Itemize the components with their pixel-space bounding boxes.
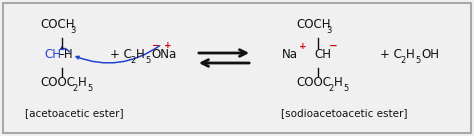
FancyArrowPatch shape: [61, 47, 69, 52]
Text: 5: 5: [87, 84, 92, 93]
Text: COOC: COOC: [40, 76, 75, 89]
Text: ONa: ONa: [151, 48, 176, 61]
Text: 5: 5: [343, 84, 348, 93]
Text: + C: + C: [110, 48, 132, 61]
FancyBboxPatch shape: [3, 3, 471, 133]
Text: H: H: [406, 48, 415, 61]
Text: H: H: [334, 76, 343, 89]
Text: [acetoacetic ester]: [acetoacetic ester]: [25, 108, 124, 118]
Text: 2: 2: [400, 56, 405, 65]
Text: COCH: COCH: [296, 18, 330, 31]
Text: 2: 2: [328, 84, 333, 93]
Text: 5: 5: [415, 56, 420, 65]
FancyArrowPatch shape: [76, 46, 160, 63]
Text: 3: 3: [70, 26, 75, 35]
Text: H: H: [78, 76, 87, 89]
Text: +: +: [299, 42, 307, 51]
Text: 2: 2: [130, 56, 135, 65]
Text: Na: Na: [282, 48, 298, 61]
Text: –H: –H: [58, 48, 73, 61]
Text: −: −: [151, 41, 158, 50]
Text: COOC: COOC: [296, 76, 331, 89]
Text: 3: 3: [326, 26, 331, 35]
Text: −: −: [329, 41, 338, 51]
Text: 5: 5: [145, 56, 150, 65]
Text: H: H: [136, 48, 145, 61]
Text: COCH: COCH: [40, 18, 74, 31]
Text: CH: CH: [44, 48, 61, 61]
Text: 2: 2: [72, 84, 77, 93]
Text: OH: OH: [421, 48, 439, 61]
Text: +: +: [164, 41, 172, 50]
Text: CH: CH: [314, 48, 331, 61]
Text: + C: + C: [380, 48, 402, 61]
Text: [sodioacetoacetic ester]: [sodioacetoacetic ester]: [281, 108, 408, 118]
